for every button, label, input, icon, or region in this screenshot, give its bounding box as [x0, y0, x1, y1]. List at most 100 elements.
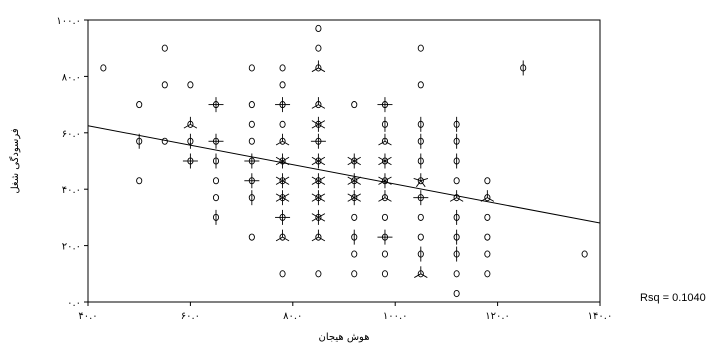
sunflower-petal	[318, 67, 326, 73]
sunflower-petal	[311, 104, 319, 109]
sunflower-petal	[318, 160, 326, 166]
sunflower-petal	[282, 176, 290, 182]
data-point	[208, 133, 224, 149]
sunflower-petal	[354, 156, 361, 162]
data-point	[315, 270, 322, 278]
data-point	[248, 233, 255, 241]
point-marker	[351, 101, 358, 109]
sunflower-petal	[183, 123, 191, 129]
point-marker	[212, 194, 220, 202]
data-point	[136, 177, 143, 185]
point-marker	[161, 44, 168, 52]
plot-frame	[87, 19, 601, 303]
data-point	[136, 101, 143, 109]
sunflower-petal	[456, 197, 464, 202]
data-point	[453, 246, 460, 262]
sunflower-petal	[275, 160, 283, 166]
data-point	[136, 133, 143, 149]
sunflower-petal	[420, 177, 429, 182]
data-point	[311, 153, 326, 169]
data-point	[417, 213, 424, 221]
data-point	[275, 190, 290, 206]
sunflower-petal	[378, 160, 386, 166]
point-marker	[484, 270, 491, 278]
data-point	[275, 153, 290, 169]
data-point	[484, 233, 491, 241]
data-point	[453, 209, 460, 225]
data-point	[248, 120, 255, 128]
sunflower-petal	[347, 193, 355, 199]
sunflower-petal	[311, 176, 319, 182]
data-point	[275, 133, 290, 146]
data-point	[275, 229, 290, 242]
point-marker	[161, 81, 168, 89]
data-point	[311, 97, 326, 109]
x-tick-label: ۸۰.۰	[283, 311, 302, 322]
data-point	[484, 177, 491, 185]
sunflower-petal	[311, 236, 319, 242]
data-point	[453, 270, 460, 278]
data-point	[417, 81, 424, 89]
sunflower-petal	[311, 160, 319, 166]
sunflower-petal	[318, 176, 326, 182]
data-point	[417, 153, 424, 169]
data-point	[351, 101, 358, 109]
sunflower-petal	[384, 197, 392, 202]
sunflower-petal	[318, 236, 326, 242]
sunflower-petal	[378, 156, 386, 162]
sunflower-petal	[282, 156, 290, 162]
data-point	[244, 153, 260, 169]
data-point	[351, 229, 358, 245]
data-point	[347, 153, 361, 169]
data-point	[453, 153, 460, 169]
point-marker	[453, 289, 460, 298]
sunflower-petal	[275, 176, 283, 182]
sunflower-petal	[275, 193, 283, 199]
x-tick-label: ۶۰.۰	[181, 311, 200, 322]
sunflower-petal	[378, 140, 386, 146]
data-point	[377, 97, 393, 113]
data-point	[275, 209, 291, 225]
point-marker	[136, 177, 143, 185]
sunflower-petal	[311, 197, 319, 202]
data-point	[484, 270, 491, 278]
data-point	[161, 44, 168, 52]
data-point	[275, 97, 291, 113]
data-point	[161, 137, 168, 145]
point-marker	[315, 270, 322, 278]
point-marker	[279, 81, 286, 89]
point-marker	[417, 44, 424, 52]
sunflower-petal	[275, 236, 283, 242]
data-point	[413, 190, 429, 206]
data-point	[311, 190, 326, 206]
sunflower-petal	[347, 176, 355, 182]
data-point	[311, 116, 326, 132]
point-marker	[100, 64, 107, 72]
data-point	[414, 266, 428, 278]
data-point	[453, 133, 460, 149]
point-marker	[161, 137, 168, 145]
sunflower-petal	[318, 104, 326, 109]
sunflower-petal	[275, 140, 283, 146]
point-marker	[248, 101, 255, 109]
sunflower-petal	[378, 180, 386, 185]
sunflower-petal	[282, 140, 290, 146]
data-point	[378, 153, 392, 169]
sunflower-petal	[449, 197, 457, 202]
point-marker	[484, 233, 491, 241]
sunflower-petal	[378, 197, 386, 202]
data-point	[100, 64, 107, 72]
point-marker	[381, 250, 389, 258]
y-tick-label: ۱۰۰.۰	[56, 16, 81, 27]
point-marker	[351, 213, 358, 221]
point-marker	[279, 64, 286, 72]
sunflower-petal	[480, 197, 488, 202]
data-point	[378, 190, 392, 202]
data-point	[351, 250, 358, 258]
data-point	[417, 133, 424, 149]
point-marker	[453, 177, 460, 185]
point-marker	[212, 177, 220, 185]
data-point	[310, 133, 326, 149]
point-marker	[248, 120, 255, 128]
